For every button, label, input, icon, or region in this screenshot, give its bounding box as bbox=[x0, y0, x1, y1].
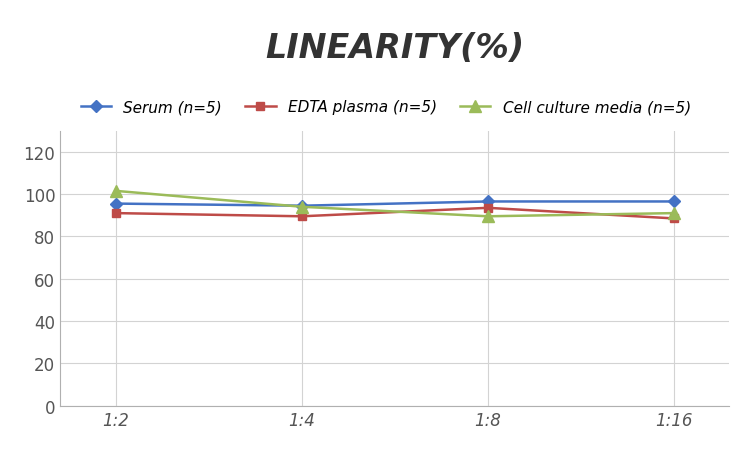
Line: EDTA plasma (n=5): EDTA plasma (n=5) bbox=[112, 204, 678, 223]
Line: Serum (n=5): Serum (n=5) bbox=[112, 198, 678, 211]
Line: Cell culture media (n=5): Cell culture media (n=5) bbox=[111, 186, 679, 222]
Cell culture media (n=5) bbox=[669, 211, 678, 216]
Serum (n=5) bbox=[484, 199, 493, 205]
Text: LINEARITY(%): LINEARITY(%) bbox=[265, 32, 524, 65]
Cell culture media (n=5) bbox=[484, 214, 493, 220]
Serum (n=5) bbox=[111, 202, 120, 207]
EDTA plasma (n=5) bbox=[669, 216, 678, 221]
Serum (n=5) bbox=[297, 203, 306, 209]
EDTA plasma (n=5) bbox=[297, 214, 306, 220]
Cell culture media (n=5) bbox=[297, 205, 306, 210]
EDTA plasma (n=5) bbox=[111, 211, 120, 216]
EDTA plasma (n=5) bbox=[484, 206, 493, 211]
Legend: Serum (n=5), EDTA plasma (n=5), Cell culture media (n=5): Serum (n=5), EDTA plasma (n=5), Cell cul… bbox=[74, 94, 697, 121]
Serum (n=5) bbox=[669, 199, 678, 205]
Cell culture media (n=5) bbox=[111, 189, 120, 194]
